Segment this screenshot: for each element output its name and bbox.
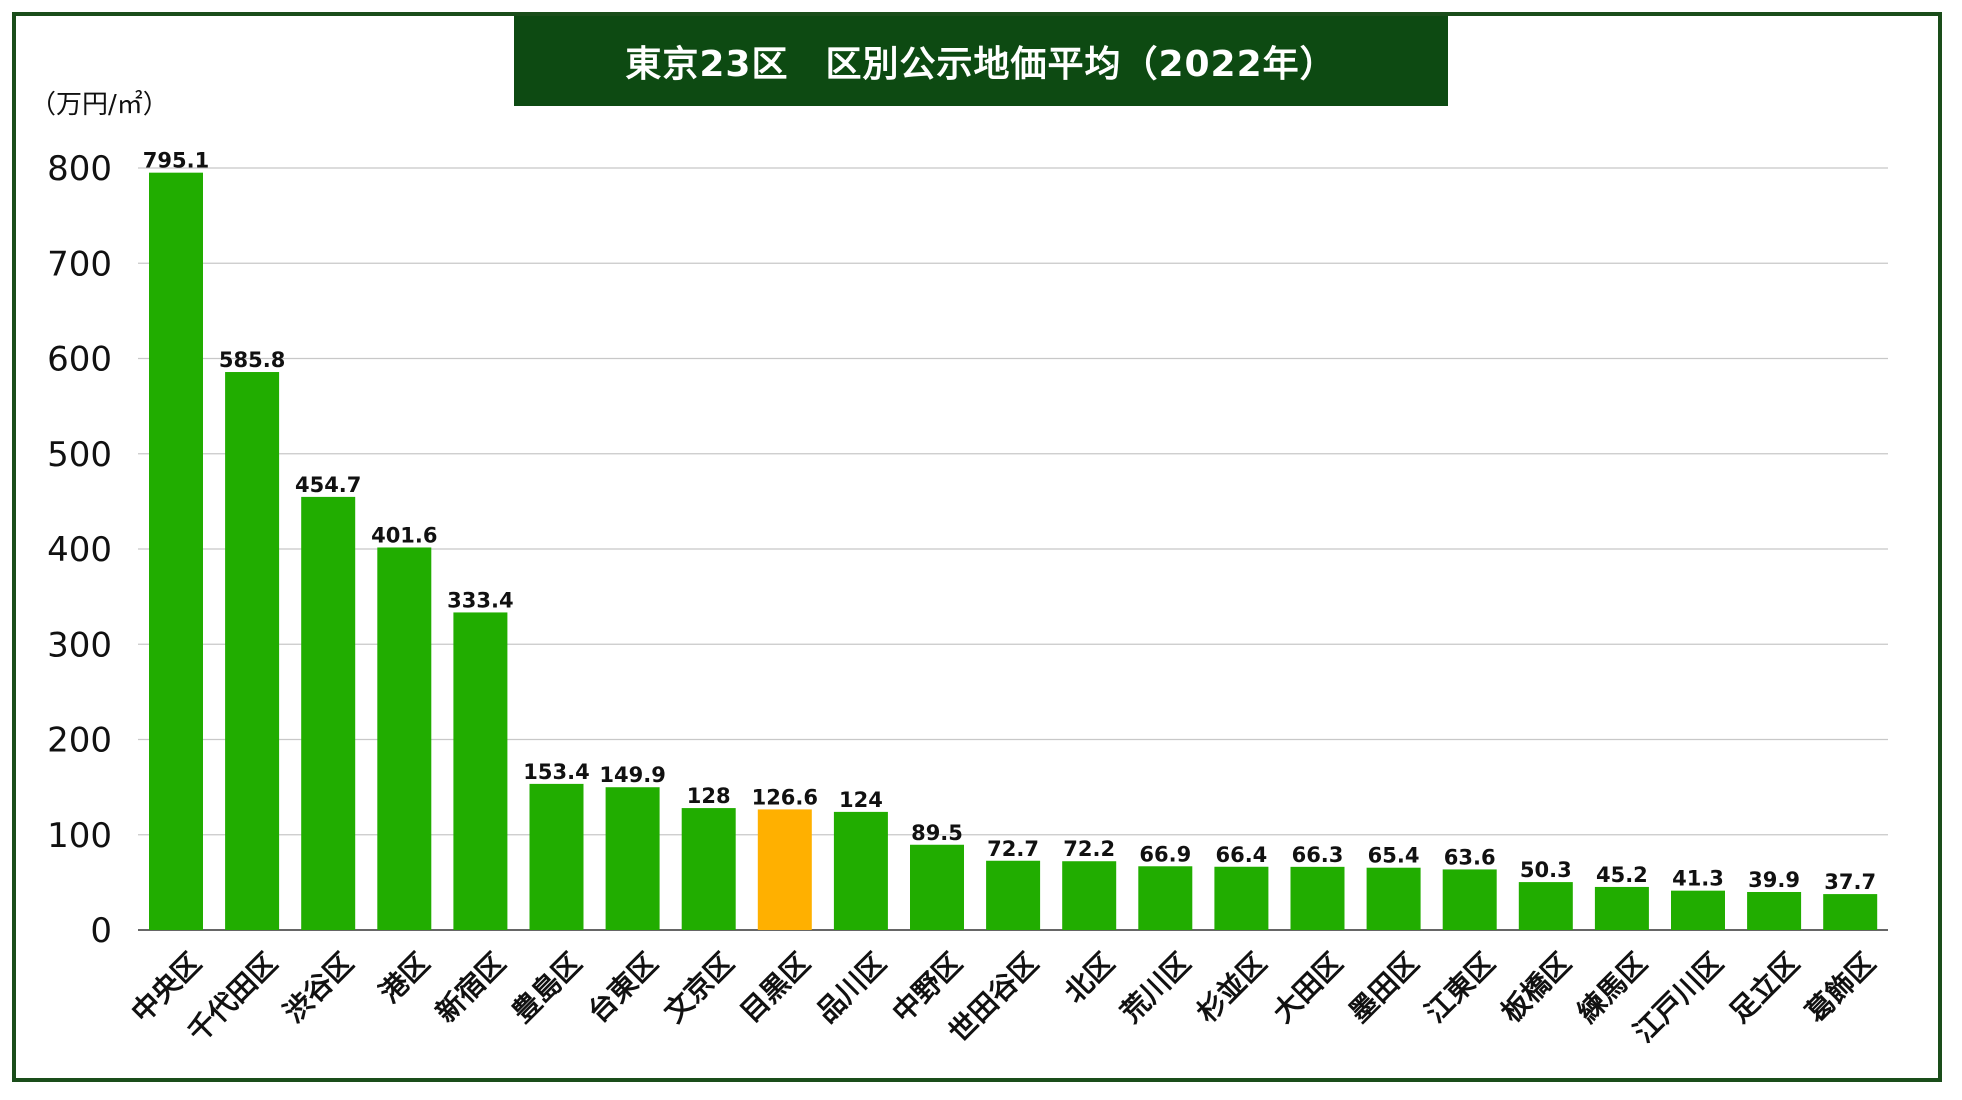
- data-label: 66.4: [1215, 843, 1267, 867]
- bar: [1823, 894, 1878, 930]
- bar: [301, 496, 356, 930]
- bar: [1671, 890, 1725, 930]
- data-label: 585.8: [219, 348, 285, 372]
- y-tick-label: 300: [47, 625, 112, 665]
- bar: [681, 808, 736, 930]
- chart-title-banner: 東京23区 区別公示地価平均（2022年）: [514, 16, 1448, 106]
- bar: [1214, 866, 1269, 930]
- data-label: 128: [687, 784, 731, 808]
- data-label: 37.7: [1824, 870, 1876, 894]
- y-tick-label: 0: [90, 911, 112, 951]
- data-label: 72.7: [987, 837, 1039, 861]
- bar: [910, 844, 964, 930]
- data-label: 45.2: [1596, 863, 1648, 887]
- data-label: 795.1: [143, 149, 209, 173]
- x-tick-label: 港区: [373, 946, 436, 1009]
- x-tick-label: 江東区: [1419, 946, 1502, 1029]
- bar: [1518, 882, 1573, 930]
- y-axis-unit-label: （万円/㎡）: [30, 90, 169, 120]
- x-tick-label: 北区: [1058, 946, 1121, 1009]
- y-tick-label: 400: [47, 530, 112, 570]
- bar: [1062, 861, 1117, 930]
- x-tick-label: 豊島区: [505, 946, 588, 1029]
- data-label: 41.3: [1672, 867, 1724, 891]
- bar: [225, 372, 280, 930]
- data-label: 72.2: [1063, 837, 1115, 861]
- chart-title: 東京23区 区別公示地価平均（2022年）: [625, 44, 1337, 85]
- bar: [986, 860, 1041, 930]
- x-tick-label: 目黒区: [734, 946, 817, 1029]
- data-label: 126.6: [752, 785, 818, 809]
- y-tick-label: 200: [47, 721, 112, 761]
- x-tick-label: 台東区: [582, 946, 665, 1029]
- x-tick-label: 杉並区: [1190, 946, 1273, 1029]
- x-tick-label: 足立区: [1723, 946, 1806, 1029]
- bar: [149, 172, 203, 931]
- y-tick-label: 500: [47, 435, 112, 475]
- bar: [757, 809, 812, 930]
- data-label: 66.3: [1292, 843, 1344, 867]
- data-label: 149.9: [599, 763, 665, 787]
- x-tick-label: 品川区: [810, 946, 893, 1029]
- bar: [605, 787, 660, 930]
- y-tick-label: 700: [47, 244, 112, 284]
- data-label: 39.9: [1748, 868, 1800, 892]
- data-label: 333.4: [447, 588, 513, 612]
- x-tick-label: 大田区: [1266, 946, 1349, 1029]
- bar: [1290, 866, 1345, 930]
- data-label: 66.9: [1139, 842, 1191, 866]
- bar: [1747, 891, 1802, 930]
- x-tick-label: 渋谷区: [277, 946, 360, 1029]
- x-tick-label: 墨田区: [1343, 946, 1426, 1029]
- y-tick-label: 100: [47, 816, 112, 856]
- data-label: 401.6: [371, 523, 437, 547]
- x-tick-label: 文京区: [658, 946, 741, 1029]
- bar: [1138, 866, 1193, 930]
- data-label: 89.5: [911, 821, 963, 845]
- data-label: 124: [839, 788, 883, 812]
- data-label: 65.4: [1368, 844, 1420, 868]
- y-tick-label: 800: [47, 149, 112, 189]
- data-label: 153.4: [523, 760, 589, 784]
- bar: [1594, 886, 1649, 930]
- x-tick-label: 板橋区: [1495, 946, 1578, 1029]
- y-tick-label: 600: [47, 340, 112, 380]
- x-tick-label: 荒川区: [1114, 946, 1197, 1029]
- bar: [529, 783, 584, 930]
- bar: [453, 612, 508, 930]
- x-tick-label: 新宿区: [429, 946, 512, 1029]
- data-label: 63.6: [1444, 845, 1496, 869]
- data-label: 50.3: [1520, 858, 1572, 882]
- bar: [377, 547, 432, 930]
- bar: [1366, 867, 1421, 930]
- bar: [1442, 869, 1497, 930]
- bar: [833, 811, 888, 930]
- data-label: 454.7: [295, 473, 361, 497]
- x-tick-label: 葛飾区: [1799, 946, 1882, 1029]
